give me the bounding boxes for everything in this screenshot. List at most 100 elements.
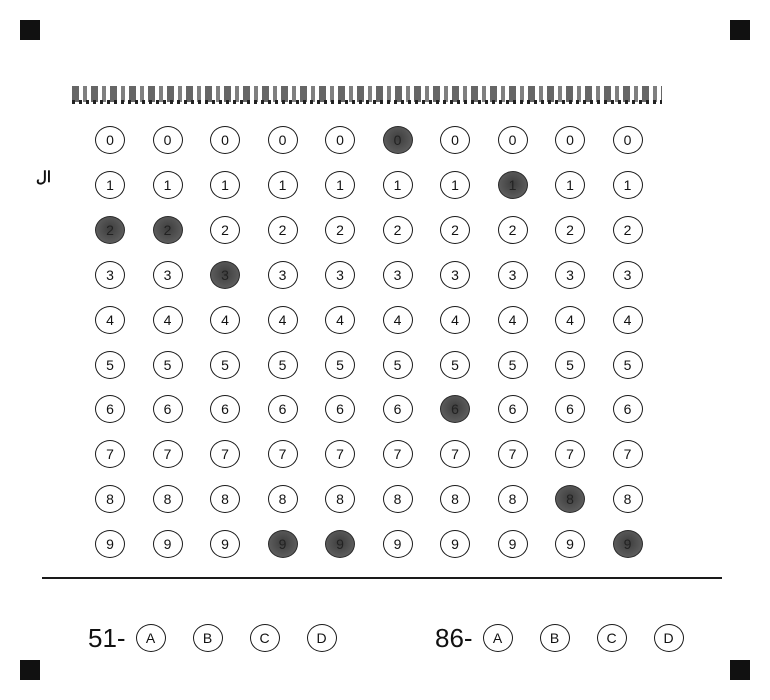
id-bubble-col4-digit-7[interactable]: 7 bbox=[267, 440, 298, 469]
id-bubble-col1-digit-2[interactable]: 2 bbox=[95, 215, 125, 244]
id-bubble-col5-digit-4[interactable]: 4 bbox=[325, 305, 355, 334]
id-bubble-col6-digit-5[interactable]: 5 bbox=[382, 350, 413, 379]
id-bubble-col7-digit-6[interactable]: 6 bbox=[440, 395, 470, 424]
id-bubble-col4-digit-6[interactable]: 6 bbox=[267, 395, 298, 424]
id-bubble-col10-digit-2[interactable]: 2 bbox=[612, 215, 643, 244]
id-bubble-col8-digit-5[interactable]: 5 bbox=[497, 350, 528, 379]
id-bubble-col8-digit-4[interactable]: 4 bbox=[497, 305, 528, 334]
id-bubble-col2-digit-7[interactable]: 7 bbox=[152, 440, 183, 469]
id-bubble-col6-digit-4[interactable]: 4 bbox=[382, 305, 413, 334]
id-bubble-col6-digit-2[interactable]: 2 bbox=[382, 215, 413, 244]
id-bubble-col1-digit-1[interactable]: 1 bbox=[95, 170, 125, 199]
id-bubble-col9-digit-6[interactable]: 6 bbox=[555, 395, 585, 424]
id-bubble-col3-digit-5[interactable]: 5 bbox=[210, 350, 240, 379]
id-bubble-col6-digit-1[interactable]: 1 bbox=[382, 170, 413, 199]
id-bubble-col9-digit-2[interactable]: 2 bbox=[555, 215, 585, 244]
id-bubble-col2-digit-0[interactable]: 0 bbox=[152, 126, 183, 154]
option-bubble-a[interactable]: A bbox=[482, 624, 513, 652]
id-bubble-col3-digit-7[interactable]: 7 bbox=[210, 440, 240, 469]
id-bubble-col1-digit-8[interactable]: 8 bbox=[95, 485, 125, 514]
id-bubble-col9-digit-1[interactable]: 1 bbox=[555, 170, 585, 199]
id-bubble-col3-digit-6[interactable]: 6 bbox=[210, 395, 240, 424]
id-bubble-col10-digit-8[interactable]: 8 bbox=[612, 485, 643, 514]
id-bubble-col1-digit-9[interactable]: 9 bbox=[95, 530, 125, 559]
id-bubble-col3-digit-2[interactable]: 2 bbox=[210, 215, 240, 244]
id-bubble-col1-digit-0[interactable]: 0 bbox=[95, 126, 125, 154]
id-bubble-col3-digit-1[interactable]: 1 bbox=[210, 170, 240, 199]
id-bubble-col2-digit-4[interactable]: 4 bbox=[152, 305, 183, 334]
option-bubble-b[interactable]: B bbox=[192, 624, 223, 652]
option-bubble-b[interactable]: B bbox=[539, 624, 570, 652]
id-bubble-col8-digit-2[interactable]: 2 bbox=[497, 215, 528, 244]
id-bubble-col9-digit-8[interactable]: 8 bbox=[555, 485, 585, 514]
id-bubble-col2-digit-2[interactable]: 2 bbox=[152, 215, 183, 244]
id-bubble-col1-digit-4[interactable]: 4 bbox=[95, 305, 125, 334]
id-bubble-col7-digit-8[interactable]: 8 bbox=[440, 485, 470, 514]
id-bubble-col6-digit-6[interactable]: 6 bbox=[382, 395, 413, 424]
id-bubble-col1-digit-7[interactable]: 7 bbox=[95, 440, 125, 469]
id-bubble-col5-digit-7[interactable]: 7 bbox=[325, 440, 355, 469]
id-bubble-col3-digit-3[interactable]: 3 bbox=[210, 260, 240, 289]
id-bubble-col10-digit-4[interactable]: 4 bbox=[612, 305, 643, 334]
option-bubble-c[interactable]: C bbox=[596, 624, 627, 652]
id-bubble-col2-digit-5[interactable]: 5 bbox=[152, 350, 183, 379]
id-bubble-col7-digit-5[interactable]: 5 bbox=[440, 350, 470, 379]
id-bubble-col10-digit-9[interactable]: 9 bbox=[612, 530, 643, 559]
id-bubble-col2-digit-8[interactable]: 8 bbox=[152, 485, 183, 514]
id-bubble-col2-digit-1[interactable]: 1 bbox=[152, 170, 183, 199]
id-bubble-col2-digit-3[interactable]: 3 bbox=[152, 260, 183, 289]
id-bubble-col5-digit-8[interactable]: 8 bbox=[325, 485, 355, 514]
id-bubble-col6-digit-7[interactable]: 7 bbox=[382, 440, 413, 469]
id-bubble-col4-digit-3[interactable]: 3 bbox=[267, 260, 298, 289]
id-bubble-col8-digit-7[interactable]: 7 bbox=[497, 440, 528, 469]
id-bubble-col9-digit-9[interactable]: 9 bbox=[555, 530, 585, 559]
id-bubble-col9-digit-5[interactable]: 5 bbox=[555, 350, 585, 379]
id-bubble-col8-digit-9[interactable]: 9 bbox=[497, 530, 528, 559]
id-bubble-col8-digit-8[interactable]: 8 bbox=[497, 485, 528, 514]
id-bubble-col10-digit-5[interactable]: 5 bbox=[612, 350, 643, 379]
id-bubble-col5-digit-6[interactable]: 6 bbox=[325, 395, 355, 424]
id-bubble-col4-digit-5[interactable]: 5 bbox=[267, 350, 298, 379]
id-bubble-col1-digit-6[interactable]: 6 bbox=[95, 395, 125, 424]
id-bubble-col7-digit-0[interactable]: 0 bbox=[440, 126, 470, 154]
id-bubble-col4-digit-2[interactable]: 2 bbox=[267, 215, 298, 244]
id-bubble-col10-digit-1[interactable]: 1 bbox=[612, 170, 643, 199]
id-bubble-col7-digit-9[interactable]: 9 bbox=[440, 530, 470, 559]
id-bubble-col3-digit-9[interactable]: 9 bbox=[210, 530, 240, 559]
id-bubble-col4-digit-1[interactable]: 1 bbox=[267, 170, 298, 199]
id-bubble-col5-digit-1[interactable]: 1 bbox=[325, 170, 355, 199]
id-bubble-col10-digit-6[interactable]: 6 bbox=[612, 395, 643, 424]
id-bubble-col7-digit-4[interactable]: 4 bbox=[440, 305, 470, 334]
id-bubble-col6-digit-0[interactable]: 0 bbox=[382, 126, 413, 154]
id-bubble-col8-digit-1[interactable]: 1 bbox=[497, 170, 528, 199]
id-bubble-col8-digit-6[interactable]: 6 bbox=[497, 395, 528, 424]
id-bubble-col6-digit-3[interactable]: 3 bbox=[382, 260, 413, 289]
id-bubble-col10-digit-0[interactable]: 0 bbox=[612, 126, 643, 154]
id-bubble-col8-digit-3[interactable]: 3 bbox=[497, 260, 528, 289]
id-bubble-col6-digit-8[interactable]: 8 bbox=[382, 485, 413, 514]
id-bubble-col4-digit-9[interactable]: 9 bbox=[267, 530, 298, 559]
id-bubble-col7-digit-1[interactable]: 1 bbox=[440, 170, 470, 199]
id-bubble-col6-digit-9[interactable]: 9 bbox=[382, 530, 413, 559]
id-bubble-col4-digit-4[interactable]: 4 bbox=[267, 305, 298, 334]
id-bubble-col5-digit-3[interactable]: 3 bbox=[325, 260, 355, 289]
id-bubble-col9-digit-0[interactable]: 0 bbox=[555, 126, 585, 154]
id-bubble-col2-digit-9[interactable]: 9 bbox=[152, 530, 183, 559]
id-bubble-col8-digit-0[interactable]: 0 bbox=[497, 126, 528, 154]
id-bubble-col3-digit-4[interactable]: 4 bbox=[210, 305, 240, 334]
id-bubble-col1-digit-5[interactable]: 5 bbox=[95, 350, 125, 379]
id-bubble-col10-digit-3[interactable]: 3 bbox=[612, 260, 643, 289]
id-bubble-col4-digit-8[interactable]: 8 bbox=[267, 485, 298, 514]
id-bubble-col9-digit-3[interactable]: 3 bbox=[555, 260, 585, 289]
id-bubble-col3-digit-8[interactable]: 8 bbox=[210, 485, 240, 514]
id-bubble-col4-digit-0[interactable]: 0 bbox=[267, 126, 298, 154]
id-bubble-col2-digit-6[interactable]: 6 bbox=[152, 395, 183, 424]
option-bubble-d[interactable]: D bbox=[306, 624, 337, 652]
id-bubble-col9-digit-7[interactable]: 7 bbox=[555, 440, 585, 469]
id-bubble-col9-digit-4[interactable]: 4 bbox=[555, 305, 585, 334]
option-bubble-c[interactable]: C bbox=[249, 624, 280, 652]
id-bubble-col7-digit-3[interactable]: 3 bbox=[440, 260, 470, 289]
id-bubble-col7-digit-2[interactable]: 2 bbox=[440, 215, 470, 244]
id-bubble-col10-digit-7[interactable]: 7 bbox=[612, 440, 643, 469]
id-bubble-col7-digit-7[interactable]: 7 bbox=[440, 440, 470, 469]
